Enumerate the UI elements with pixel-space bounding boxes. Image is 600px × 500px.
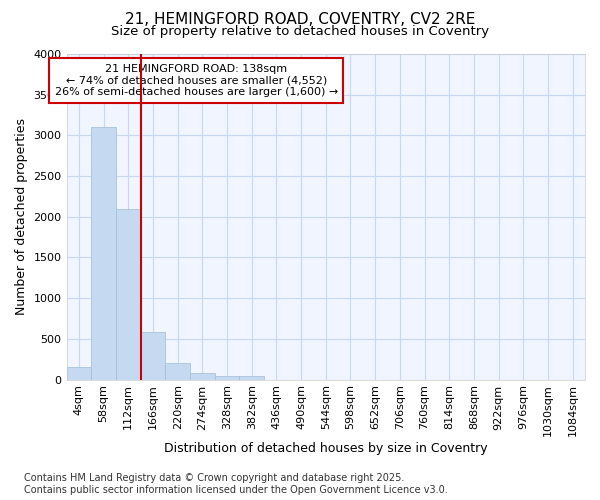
- Text: Contains HM Land Registry data © Crown copyright and database right 2025.
Contai: Contains HM Land Registry data © Crown c…: [24, 474, 448, 495]
- Text: 21 HEMINGFORD ROAD: 138sqm
← 74% of detached houses are smaller (4,552)
26% of s: 21 HEMINGFORD ROAD: 138sqm ← 74% of deta…: [55, 64, 338, 97]
- Y-axis label: Number of detached properties: Number of detached properties: [15, 118, 28, 316]
- Bar: [91, 128, 116, 380]
- Bar: [239, 376, 264, 380]
- Bar: [116, 208, 140, 380]
- X-axis label: Distribution of detached houses by size in Coventry: Distribution of detached houses by size …: [164, 442, 488, 455]
- Text: 21, HEMINGFORD ROAD, COVENTRY, CV2 2RE: 21, HEMINGFORD ROAD, COVENTRY, CV2 2RE: [125, 12, 475, 28]
- Bar: [215, 376, 239, 380]
- Bar: [67, 366, 91, 380]
- Bar: [140, 332, 165, 380]
- Bar: [190, 373, 215, 380]
- Bar: [165, 364, 190, 380]
- Text: Size of property relative to detached houses in Coventry: Size of property relative to detached ho…: [111, 25, 489, 38]
